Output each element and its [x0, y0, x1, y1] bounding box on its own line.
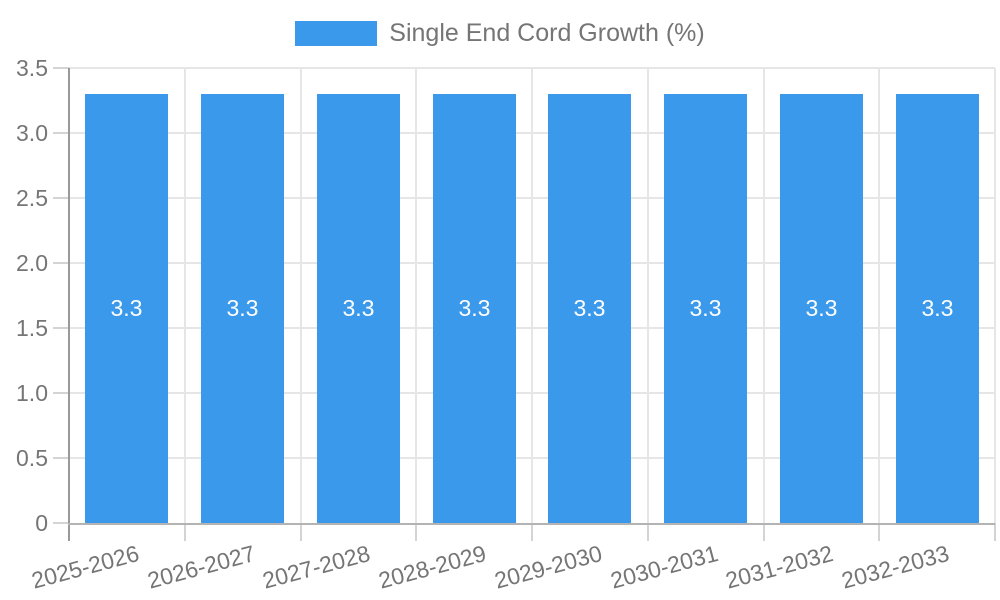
gridline-vertical [763, 68, 765, 523]
y-axis-tick [53, 262, 69, 264]
x-axis-tick [531, 523, 533, 541]
x-axis-tick-label: 2028-2029 [375, 540, 489, 594]
bar[interactable]: 3.3 [201, 94, 284, 523]
x-axis-tick [300, 523, 302, 541]
gridline-vertical [647, 68, 649, 523]
y-axis-tick-label: 2.5 [16, 185, 48, 211]
y-axis-tick [53, 67, 69, 69]
bar[interactable]: 3.3 [664, 94, 747, 523]
bar[interactable]: 3.3 [548, 94, 631, 523]
legend-label: Single End Cord Growth (%) [389, 18, 705, 47]
gridline-vertical [415, 68, 417, 523]
x-axis-tick-label: 2031-2032 [723, 540, 837, 594]
bar[interactable]: 3.3 [317, 94, 400, 523]
y-axis-tick-label: 2.0 [16, 250, 48, 276]
bar[interactable]: 3.3 [85, 94, 168, 523]
y-axis-tick [53, 197, 69, 199]
bar-value-label: 3.3 [921, 295, 954, 321]
x-axis-tick [763, 523, 765, 541]
bar-value-label: 3.3 [342, 295, 375, 321]
x-axis-tick-label: 2027-2028 [260, 540, 374, 594]
x-axis-tick [878, 523, 880, 541]
y-axis-tick [53, 522, 69, 524]
legend: Single End Cord Growth (%) [0, 18, 1000, 48]
x-axis-tick [994, 523, 996, 541]
y-axis-tick-label: 0.5 [16, 445, 48, 471]
x-axis-tick [184, 523, 186, 541]
bar[interactable]: 3.3 [433, 94, 516, 523]
bar-value-label: 3.3 [226, 295, 259, 321]
x-axis-tick [647, 523, 649, 541]
legend-swatch [295, 20, 378, 46]
x-axis-tick-label: 2032-2033 [838, 540, 952, 594]
y-axis-tick [53, 457, 69, 459]
y-axis-tick-label: 3.0 [16, 120, 48, 146]
bar-value-label: 3.3 [110, 295, 143, 321]
bar[interactable]: 3.3 [780, 94, 863, 523]
gridline-vertical [531, 68, 533, 523]
gridline-vertical [994, 68, 996, 523]
bar-value-label: 3.3 [689, 295, 722, 321]
y-axis-tick-label: 1.0 [16, 380, 48, 406]
y-axis-tick-label: 1.5 [16, 315, 48, 341]
bar-value-label: 3.3 [573, 295, 606, 321]
x-axis-tick-label: 2029-2030 [491, 540, 605, 594]
x-axis-tick-label: 2025-2026 [28, 540, 142, 594]
x-axis-tick [415, 523, 417, 541]
x-axis-tick-label: 2030-2031 [607, 540, 721, 594]
y-axis-line [68, 68, 70, 541]
y-axis-tick [53, 132, 69, 134]
y-axis-tick [53, 392, 69, 394]
y-axis-tick [53, 327, 69, 329]
x-axis-tick-label: 2026-2027 [144, 540, 258, 594]
bar-value-label: 3.3 [458, 295, 491, 321]
bar-value-label: 3.3 [805, 295, 838, 321]
gridline-vertical [878, 68, 880, 523]
y-axis-tick-label: 0 [35, 510, 48, 536]
gridline-vertical [184, 68, 186, 523]
x-axis-line [68, 523, 995, 525]
gridline-vertical [300, 68, 302, 523]
bar[interactable]: 3.3 [896, 94, 979, 523]
y-axis-tick-label: 3.5 [16, 55, 48, 81]
